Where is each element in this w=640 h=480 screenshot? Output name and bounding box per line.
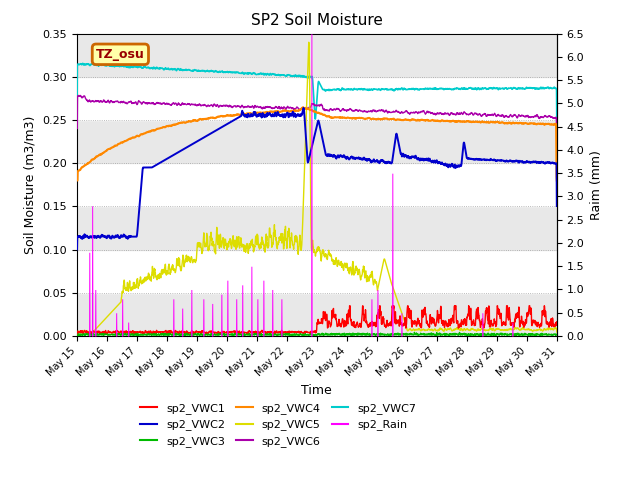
Title: SP2 Soil Moisture: SP2 Soil Moisture: [251, 13, 383, 28]
X-axis label: Time: Time: [301, 384, 332, 396]
Y-axis label: Raim (mm): Raim (mm): [590, 150, 603, 220]
Legend: sp2_VWC1, sp2_VWC2, sp2_VWC3, sp2_VWC4, sp2_VWC5, sp2_VWC6, sp2_VWC7, sp2_Rain: sp2_VWC1, sp2_VWC2, sp2_VWC3, sp2_VWC4, …: [136, 399, 420, 451]
Bar: [77, 206, 557, 250]
Bar: [77, 34, 557, 77]
Bar: [77, 77, 557, 120]
Bar: [77, 120, 557, 163]
Bar: [77, 163, 557, 206]
Bar: [77, 250, 557, 293]
Y-axis label: Soil Moisture (m3/m3): Soil Moisture (m3/m3): [24, 116, 36, 254]
Text: TZ_osu: TZ_osu: [96, 48, 145, 61]
Bar: [77, 0, 557, 34]
Bar: [77, 293, 557, 336]
